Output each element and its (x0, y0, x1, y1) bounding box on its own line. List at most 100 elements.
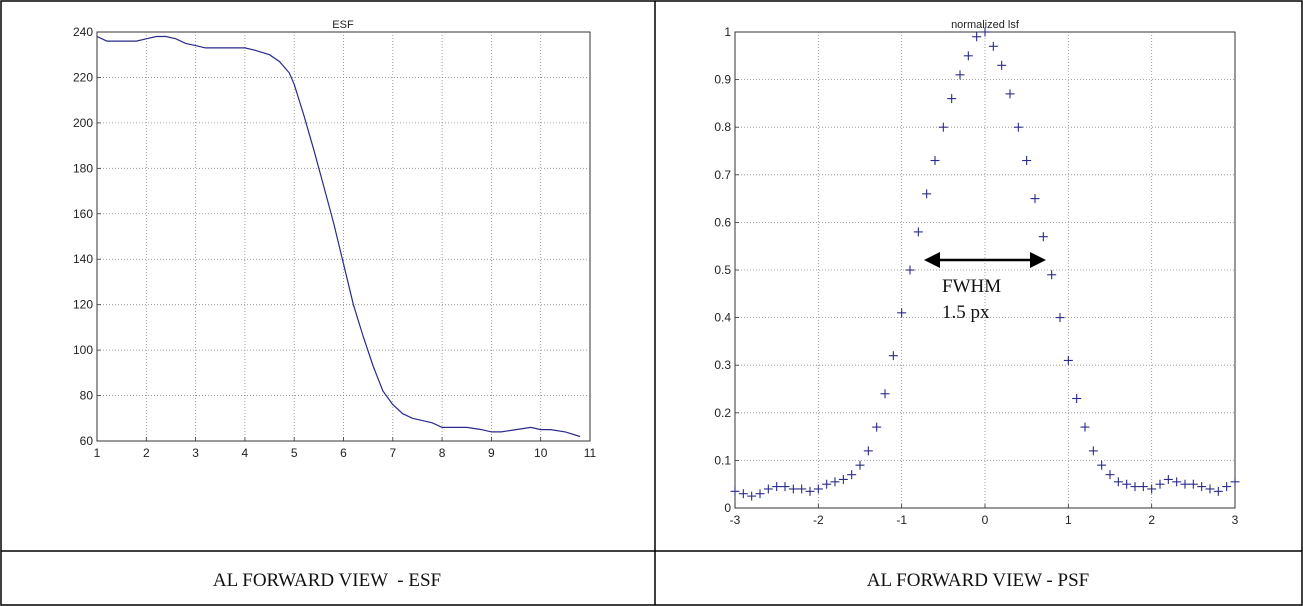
x-tick-label: 2 (143, 446, 150, 460)
psf-data-point (1105, 470, 1115, 480)
psf-data-point (1047, 270, 1057, 280)
x-tick-label: 8 (439, 446, 446, 460)
esf-grid (97, 32, 590, 441)
psf-data-point (1130, 482, 1140, 492)
x-tick-label: 3 (192, 446, 199, 460)
psf-series-points (730, 27, 1240, 501)
psf-data-point (747, 491, 757, 501)
fwhm-arrow (924, 252, 1046, 268)
psf-data-point (788, 484, 798, 494)
psf-data-point (1038, 232, 1048, 242)
arrow-right-head (1030, 252, 1046, 268)
psf-data-point (763, 484, 773, 494)
psf-y-ticks: 0 0.1 0.2 0.3 0.4 0.5 0.6 0.7 0.8 0.9 1 (714, 25, 739, 515)
right-caption: AL FORWARD VIEW - PSF (867, 570, 1089, 591)
psf-data-point (997, 60, 1007, 70)
psf-data-point (1122, 479, 1132, 489)
x-tick-label: 5 (291, 446, 298, 460)
psf-data-point (988, 41, 998, 51)
y-tick-label: 0.5 (714, 263, 731, 277)
psf-data-point (1197, 482, 1207, 492)
psf-data-point (755, 489, 765, 499)
psf-data-point (805, 486, 815, 496)
psf-data-point (1030, 194, 1040, 204)
psf-grid (735, 32, 1235, 508)
x-tick-label: 3 (1232, 513, 1239, 527)
psf-data-point (855, 460, 865, 470)
psf-data-point (980, 27, 990, 37)
y-tick-label: 220 (73, 70, 93, 84)
y-tick-label: 0.9 (714, 73, 731, 87)
x-tick-label: -1 (896, 513, 907, 527)
psf-data-point (1222, 482, 1232, 492)
esf-x-ticks: 1 2 3 4 5 6 7 8 9 10 11 (94, 437, 597, 460)
psf-data-point (1088, 446, 1098, 456)
psf-data-point (897, 308, 907, 318)
psf-data-point (797, 484, 807, 494)
esf-plot: 1 2 3 4 5 6 7 8 9 10 11 60 80 100 120 140 160 180 200 220 2… (73, 19, 597, 460)
x-tick-label: -3 (730, 513, 741, 527)
y-tick-label: 100 (73, 343, 93, 357)
fwhm-value: 1.5 px (942, 302, 990, 323)
esf-plot-title: ESF (332, 19, 354, 31)
y-tick-label: 0.7 (714, 168, 731, 182)
x-tick-label: 6 (340, 446, 347, 460)
psf-data-point (972, 32, 982, 42)
psf-data-point (1147, 484, 1157, 494)
arrow-left-head (924, 252, 940, 268)
psf-data-point (922, 189, 932, 199)
y-tick-label: 1 (724, 25, 731, 39)
psf-data-point (1022, 156, 1032, 166)
psf-data-point (1113, 477, 1123, 487)
y-tick-label: 0.6 (714, 215, 731, 229)
y-tick-label: 140 (73, 252, 93, 266)
esf-y-ticks: 60 80 100 120 140 160 180 200 220 240 (73, 25, 101, 448)
psf-data-point (1013, 122, 1023, 132)
psf-data-point (930, 156, 940, 166)
psf-data-point (905, 265, 915, 275)
psf-data-point (780, 482, 790, 492)
psf-x-ticks: -3 -2 -1 0 1 2 3 (730, 504, 1239, 527)
psf-data-point (1005, 89, 1015, 99)
x-tick-label: 1 (1065, 513, 1072, 527)
psf-data-point (1180, 479, 1190, 489)
psf-data-point (1172, 477, 1182, 487)
psf-data-point (838, 474, 848, 484)
psf-data-point (938, 122, 948, 132)
psf-plot-title: normalized lsf (951, 19, 1020, 31)
psf-data-point (1213, 486, 1223, 496)
psf-data-point (1072, 394, 1082, 404)
x-tick-label: 10 (534, 446, 548, 460)
psf-data-point (1205, 484, 1215, 494)
x-tick-label: 1 (94, 446, 101, 460)
y-tick-label: 180 (73, 161, 93, 175)
y-tick-label: 0.4 (714, 311, 731, 325)
fwhm-label: FWHM (942, 276, 1001, 297)
x-tick-label: 11 (584, 446, 597, 460)
psf-data-point (830, 477, 840, 487)
psf-data-point (730, 486, 740, 496)
psf-data-point (822, 479, 832, 489)
y-tick-label: 160 (73, 207, 93, 221)
psf-data-point (913, 227, 923, 237)
y-tick-label: 200 (73, 116, 93, 130)
psf-data-point (955, 70, 965, 80)
y-tick-label: 60 (80, 434, 94, 448)
x-tick-label: 2 (1148, 513, 1155, 527)
y-tick-label: 80 (80, 389, 94, 403)
psf-data-point (963, 51, 973, 61)
psf-data-point (847, 470, 857, 480)
x-tick-label: 0 (982, 513, 989, 527)
x-tick-label: 7 (389, 446, 396, 460)
psf-data-point (1163, 474, 1173, 484)
psf-data-point (1055, 313, 1065, 323)
psf-data-point (863, 446, 873, 456)
psf-data-point (880, 389, 890, 399)
psf-plot: -3 -2 -1 0 1 2 3 0 0.1 0.2 0.3 0.4 0.5 0.6 0.7 0.8 0.9 1… (714, 19, 1240, 527)
psf-data-point (1230, 477, 1240, 487)
y-tick-label: 0.2 (714, 406, 731, 420)
esf-series-line (96, 35, 581, 438)
y-tick-label: 0.3 (714, 358, 731, 372)
psf-data-point (947, 94, 957, 104)
